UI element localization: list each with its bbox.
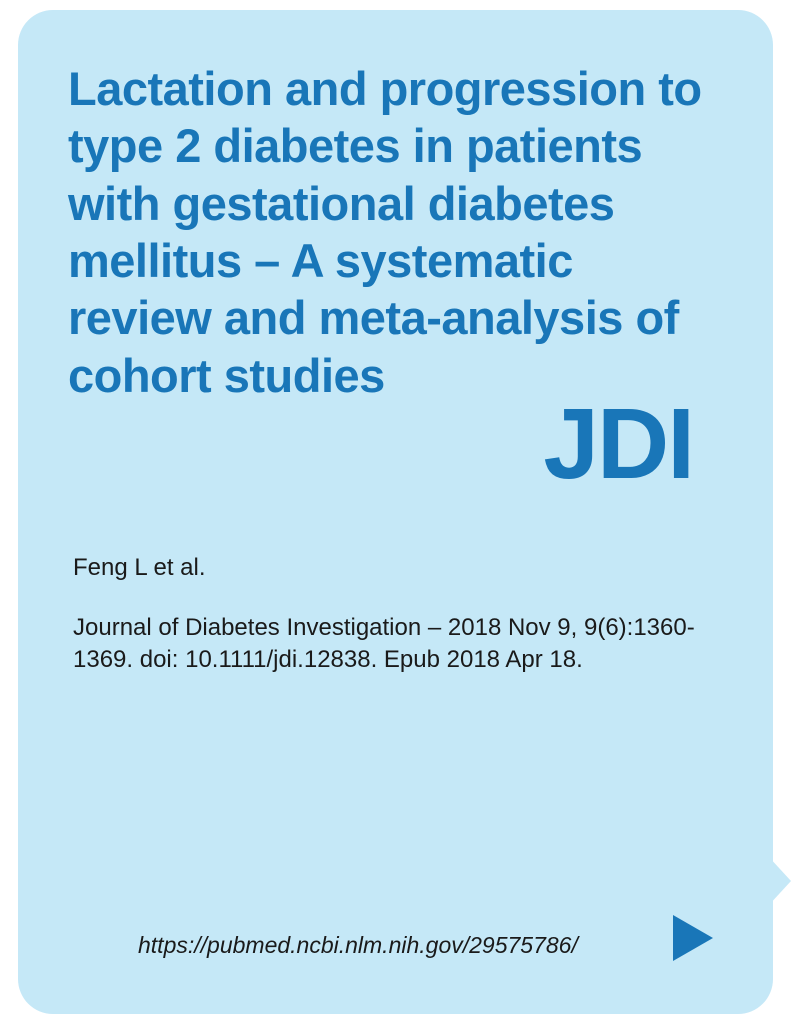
citation-card: Lactation and progression to type 2 diab… xyxy=(18,10,773,1014)
citation-text: Journal of Diabetes Investigation – 2018… xyxy=(73,612,723,677)
article-url[interactable]: https://pubmed.ncbi.nlm.nih.gov/29575786… xyxy=(138,932,578,959)
article-title: Lactation and progression to type 2 diab… xyxy=(68,60,723,404)
pointer-tab xyxy=(768,856,791,906)
play-icon[interactable] xyxy=(673,915,713,966)
journal-logo: JDI xyxy=(68,394,693,494)
authors: Feng L et al. xyxy=(73,554,723,582)
